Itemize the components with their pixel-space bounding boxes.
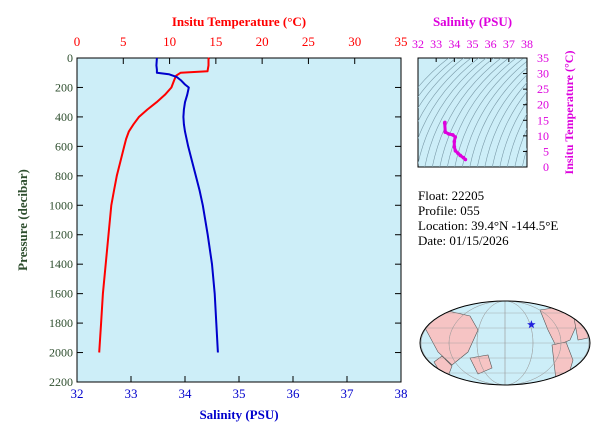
salinity-axis-title: Salinity (PSU) bbox=[199, 407, 278, 422]
ts-temperature-tick-label: 30 bbox=[537, 67, 549, 81]
ts-point bbox=[452, 139, 457, 144]
temperature-tick-label: 0 bbox=[74, 34, 81, 49]
ts-salinity-tick-label: 38 bbox=[521, 37, 533, 51]
salinity-profile-line bbox=[155, 57, 219, 353]
ts-salinity-tick-label: 34 bbox=[448, 37, 460, 51]
temperature-tick-label: 20 bbox=[256, 34, 269, 49]
density-contour-line bbox=[424, 58, 495, 167]
ts-point bbox=[442, 121, 447, 125]
ts-salinity-tick-label: 32 bbox=[412, 37, 424, 51]
temperature-tick-label: 25 bbox=[302, 34, 315, 49]
ts-salinity-axis-title: Salinity (PSU) bbox=[433, 14, 512, 29]
ts-temperature-tick-label: 10 bbox=[537, 129, 549, 143]
map-landmass bbox=[423, 310, 479, 366]
pressure-tick-label: 0 bbox=[67, 51, 73, 65]
ts-plot-area bbox=[417, 57, 528, 168]
ts-temperature-axis-title: Insitu Temperature (°C) bbox=[562, 51, 576, 175]
pressure-tick-label: 2000 bbox=[49, 346, 73, 360]
ts-temperature-tick-label: 35 bbox=[537, 51, 549, 65]
date-text: Date: 01/15/2026 bbox=[418, 233, 509, 248]
density-contour-line bbox=[418, 58, 472, 123]
temperature-tick-label: 10 bbox=[163, 34, 176, 49]
ts-point bbox=[453, 135, 458, 139]
ts-point bbox=[443, 130, 448, 134]
temperature-axis-title: Insitu Temperature (°C) bbox=[172, 14, 306, 29]
pressure-tick-label: 600 bbox=[55, 139, 73, 153]
pressure-tick-label: 1200 bbox=[49, 228, 73, 242]
density-contour-line bbox=[447, 58, 517, 167]
pressure-tick-label: 2200 bbox=[49, 375, 73, 389]
ts-point bbox=[458, 153, 463, 158]
temperature-tick-label: 35 bbox=[395, 34, 408, 49]
pressure-tick-label: 1600 bbox=[49, 287, 73, 301]
profile-number-text: Profile: 055 bbox=[418, 203, 480, 218]
float-id-text: Float: 22205 bbox=[418, 188, 485, 203]
profile-plot-area bbox=[76, 57, 402, 383]
density-contour-line bbox=[507, 113, 527, 167]
ts-temperature-tick-label: 0 bbox=[543, 160, 549, 174]
density-contour-line bbox=[418, 58, 480, 140]
map-meridian bbox=[420, 301, 590, 385]
salinity-tick-label: 32 bbox=[71, 386, 84, 401]
salinity-tick-label: 35 bbox=[233, 386, 246, 401]
map-land bbox=[423, 305, 590, 385]
density-contour-line bbox=[499, 101, 527, 167]
density-contour-line bbox=[469, 67, 527, 167]
ts-salinity-tick-label: 37 bbox=[503, 37, 515, 51]
float-location-star bbox=[527, 320, 536, 329]
density-contour-line bbox=[477, 74, 527, 167]
pressure-axis-title: Pressure (decibar) bbox=[15, 169, 30, 271]
temperature-profile-line bbox=[98, 57, 211, 353]
ts-temperature-tick-label: 20 bbox=[537, 98, 549, 112]
pressure-tick-label: 1400 bbox=[49, 257, 73, 271]
ts-salinity-tick-label: 35 bbox=[467, 37, 479, 51]
map-graticule bbox=[420, 301, 590, 385]
temperature-tick-label: 5 bbox=[120, 34, 127, 49]
ts-point bbox=[452, 144, 457, 149]
pressure-tick-label: 800 bbox=[55, 169, 73, 183]
ts-temperature-tick-label: 15 bbox=[537, 113, 549, 127]
ts-salinity-tick-label: 36 bbox=[485, 37, 497, 51]
ts-point bbox=[456, 151, 460, 156]
salinity-tick-label: 38 bbox=[395, 386, 408, 401]
density-contour-line bbox=[432, 58, 502, 167]
pressure-tick-label: 1000 bbox=[49, 198, 73, 212]
pressure-tick-label: 1800 bbox=[49, 316, 73, 330]
density-contour-line bbox=[492, 91, 527, 167]
density-contour-line bbox=[484, 82, 527, 167]
pressure-tick-label: 200 bbox=[55, 80, 73, 94]
ts-temperature-tick-label: 25 bbox=[537, 82, 549, 96]
salinity-tick-label: 33 bbox=[125, 386, 138, 401]
density-contour-line bbox=[514, 127, 527, 167]
map-meridian bbox=[476, 301, 534, 385]
map-border bbox=[419, 300, 591, 386]
salinity-tick-label: 36 bbox=[287, 386, 301, 401]
temperature-tick-label: 15 bbox=[209, 34, 222, 49]
temperature-tick-label: 30 bbox=[348, 34, 361, 49]
ts-point bbox=[453, 149, 458, 153]
pressure-tick-label: 400 bbox=[55, 110, 73, 124]
map-meridian bbox=[448, 301, 562, 385]
location-text: Location: 39.4°N -144.5°E bbox=[418, 218, 559, 233]
ts-temperature-tick-label: 5 bbox=[543, 144, 549, 158]
ts-point bbox=[447, 132, 451, 136]
density-contour-line bbox=[418, 58, 457, 98]
density-contour-line bbox=[462, 60, 527, 167]
ts-salinity-tick-label: 33 bbox=[430, 37, 442, 51]
salinity-tick-label: 37 bbox=[341, 386, 355, 401]
density-contour-line bbox=[439, 58, 510, 167]
salinity-tick-label: 34 bbox=[179, 386, 193, 401]
ts-point bbox=[463, 157, 468, 162]
density-contour-line bbox=[418, 58, 465, 109]
ts-point bbox=[451, 133, 455, 137]
density-contour-line bbox=[522, 147, 527, 167]
density-contour-line bbox=[418, 58, 487, 166]
